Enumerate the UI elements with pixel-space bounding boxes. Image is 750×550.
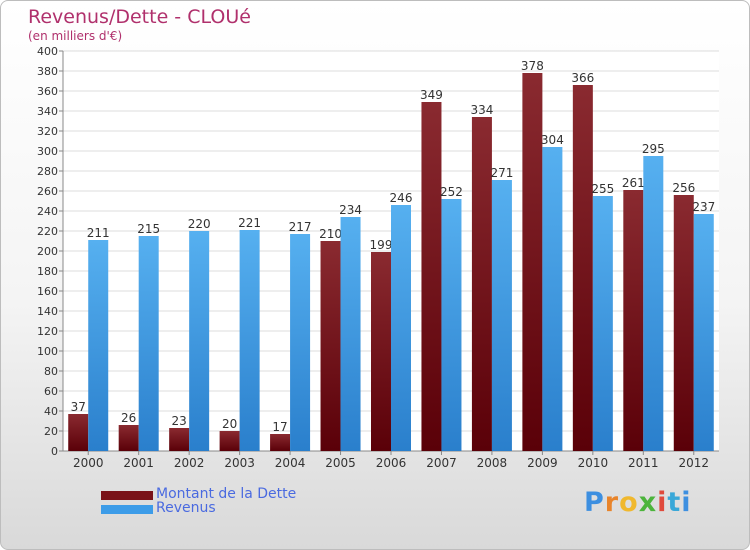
y-tick-label-340: 340 <box>37 105 58 118</box>
x-tick-label-2006: 2006 <box>376 456 407 470</box>
legend-swatch-debt <box>101 491 153 500</box>
bar-debt-2009 <box>522 73 543 451</box>
y-tick-label-80: 80 <box>44 365 58 378</box>
y-tick-label-100: 100 <box>37 345 58 358</box>
bar-revenue-2009 <box>542 147 563 451</box>
y-tick-label-0: 0 <box>51 445 58 458</box>
data-label-revenue-2008: 271 <box>490 166 513 180</box>
x-tick-label-2011: 2011 <box>628 456 659 470</box>
data-label-debt-2007: 349 <box>420 88 443 102</box>
chart-title: Revenus/Dette - CLOUé <box>28 6 251 28</box>
data-label-debt-2005: 210 <box>319 227 342 241</box>
bar-revenue-2007 <box>441 199 462 451</box>
bar-revenue-2000 <box>88 240 109 451</box>
bar-debt-2012 <box>673 195 694 451</box>
data-label-debt-2012: 256 <box>672 181 695 195</box>
bar-revenue-2006 <box>391 205 411 451</box>
bar-debt-2004 <box>270 434 291 451</box>
data-label-revenue-2000: 211 <box>87 226 110 240</box>
x-tick-label-2004: 2004 <box>275 456 306 470</box>
bar-debt-2003 <box>219 431 240 451</box>
data-label-debt-2004: 17 <box>272 420 287 434</box>
y-tick-label-280: 280 <box>37 165 58 178</box>
data-label-debt-2002: 23 <box>172 414 187 428</box>
y-tick-label-380: 380 <box>37 65 58 78</box>
proxiti-logo: Proxiti <box>584 487 692 518</box>
x-tick-label-2009: 2009 <box>527 456 558 470</box>
bar-debt-2001 <box>118 425 139 451</box>
y-tick-label-400: 400 <box>37 45 58 58</box>
bar-debt-2006 <box>371 252 391 451</box>
legend-swatch-revenue <box>101 505 153 514</box>
bar-revenue-2004 <box>290 234 311 451</box>
data-label-revenue-2002: 220 <box>188 217 211 231</box>
data-label-debt-2000: 37 <box>71 400 86 414</box>
x-tick-label-2000: 2000 <box>73 456 104 470</box>
y-tick-label-200: 200 <box>37 245 58 258</box>
y-tick-label-180: 180 <box>37 265 58 278</box>
bar-revenue-2010 <box>592 196 613 451</box>
y-tick-label-220: 220 <box>37 225 58 238</box>
bar-debt-2002 <box>169 428 190 451</box>
data-label-debt-2011: 261 <box>622 176 645 190</box>
data-label-debt-2003: 20 <box>222 417 237 431</box>
x-tick-label-2008: 2008 <box>477 456 508 470</box>
bar-revenue-2011 <box>643 156 664 451</box>
data-label-debt-2010: 366 <box>571 71 594 85</box>
bar-revenue-2012 <box>693 214 714 451</box>
chart-subtitle: (en milliers d'€) <box>28 29 123 43</box>
data-label-revenue-2001: 215 <box>137 222 160 236</box>
x-tick-label-2012: 2012 <box>678 456 709 470</box>
x-tick-label-2001: 2001 <box>123 456 154 470</box>
bar-revenue-2003 <box>239 230 260 451</box>
bar-debt-2007 <box>421 102 442 451</box>
legend-label-debt: Montant de la Dette <box>156 486 297 502</box>
y-tick-label-320: 320 <box>37 125 58 138</box>
data-label-revenue-2003: 221 <box>238 216 261 230</box>
y-tick-label-140: 140 <box>37 305 58 318</box>
data-label-revenue-2005: 234 <box>339 203 362 217</box>
bar-debt-2008 <box>471 117 492 451</box>
data-label-debt-2001: 26 <box>121 411 136 425</box>
x-tick-label-2005: 2005 <box>325 456 356 470</box>
bar-debt-2000 <box>68 414 89 451</box>
data-label-revenue-2011: 295 <box>642 142 665 156</box>
data-label-revenue-2010: 255 <box>591 182 614 196</box>
data-label-debt-2008: 334 <box>470 103 493 117</box>
bar-revenue-2001 <box>138 236 159 451</box>
bar-debt-2005 <box>320 241 341 451</box>
bar-revenue-2005 <box>340 217 361 451</box>
y-tick-label-20: 20 <box>44 425 58 438</box>
data-label-revenue-2004: 217 <box>289 220 312 234</box>
y-tick-label-160: 160 <box>37 285 58 298</box>
y-tick-label-360: 360 <box>37 85 58 98</box>
data-label-revenue-2009: 304 <box>541 133 564 147</box>
x-tick-label-2003: 2003 <box>224 456 255 470</box>
y-tick-label-120: 120 <box>37 325 58 338</box>
y-tick-label-300: 300 <box>37 145 58 158</box>
bar-revenue-2002 <box>189 231 210 451</box>
bar-revenue-2008 <box>491 180 512 451</box>
data-label-debt-2009: 378 <box>521 59 544 73</box>
y-tick-label-60: 60 <box>44 385 58 398</box>
data-label-revenue-2012: 237 <box>692 200 715 214</box>
legend-label-revenue: Revenus <box>156 500 216 516</box>
y-tick-label-260: 260 <box>37 185 58 198</box>
data-label-revenue-2006: 246 <box>390 191 413 205</box>
y-tick-label-240: 240 <box>37 205 58 218</box>
bar-debt-2011 <box>623 190 644 451</box>
data-label-debt-2006: 199 <box>370 238 393 252</box>
data-label-revenue-2007: 252 <box>440 185 463 199</box>
y-tick-label-40: 40 <box>44 405 58 418</box>
x-tick-label-2007: 2007 <box>426 456 457 470</box>
bar-debt-2010 <box>572 85 593 451</box>
x-tick-label-2002: 2002 <box>174 456 205 470</box>
x-tick-label-2010: 2010 <box>578 456 609 470</box>
